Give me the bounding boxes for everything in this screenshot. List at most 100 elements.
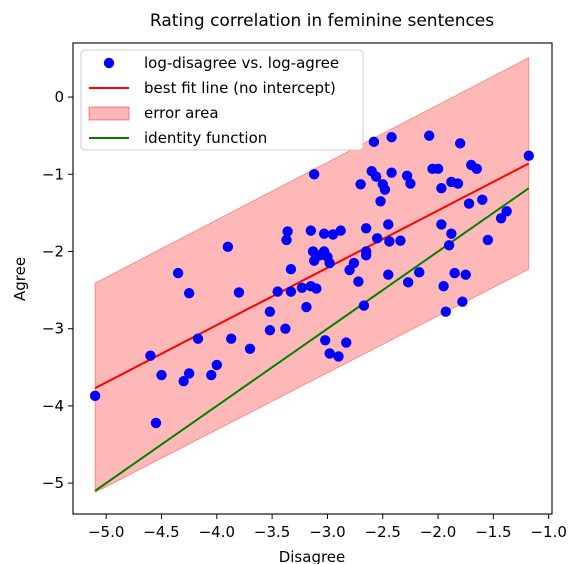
- x-tick-label: −5.0: [88, 523, 124, 541]
- scatter-point: [482, 234, 494, 246]
- y-tick-label: −2: [42, 242, 64, 260]
- scatter-point: [414, 267, 425, 278]
- legend-marker: [103, 57, 115, 69]
- scatter-point: [501, 206, 512, 217]
- scatter-point: [172, 267, 184, 279]
- x-tick-label: −2.0: [420, 523, 456, 541]
- x-tick-label: −1.5: [475, 523, 511, 541]
- y-tick-label: −4: [42, 397, 64, 415]
- scatter-point: [327, 229, 339, 240]
- y-tick-label: −1: [42, 165, 64, 183]
- scatter-point: [360, 246, 372, 257]
- scatter-point: [233, 287, 245, 298]
- x-tick-label: −4.0: [199, 523, 235, 541]
- scatter-point: [379, 184, 391, 195]
- scatter-point: [523, 150, 534, 161]
- scatter-point: [285, 286, 297, 297]
- scatter-point: [370, 171, 382, 182]
- scatter-point: [402, 277, 414, 288]
- scatter-point: [183, 368, 195, 379]
- scatter-point: [424, 130, 435, 141]
- scatter-point: [477, 194, 488, 205]
- scatter-point: [348, 257, 360, 269]
- x-tick-label: −3.0: [309, 523, 345, 541]
- scatter-point: [460, 269, 471, 280]
- scatter-point: [405, 178, 416, 189]
- scatter-point: [386, 167, 397, 178]
- scatter-point: [206, 369, 217, 381]
- y-axis-label: Agree: [11, 257, 29, 301]
- scatter-point: [443, 240, 455, 251]
- scatter-point: [463, 198, 475, 209]
- y-tick-label: −5: [42, 474, 64, 492]
- y-axis: 0 −1 −2 −3 −4 −5: [42, 88, 73, 492]
- x-tick-label: −1.0: [530, 523, 566, 541]
- scatter-point: [156, 369, 167, 381]
- x-tick-label: −2.5: [365, 523, 401, 541]
- scatter-point: [183, 287, 195, 299]
- x-tick-label: −3.5: [254, 523, 290, 541]
- scatter-point: [192, 333, 204, 344]
- scatter-point: [440, 306, 452, 317]
- legend-patch: [88, 106, 130, 121]
- scatter-point: [272, 286, 283, 297]
- scatter-point: [454, 138, 466, 149]
- scatter-point: [178, 375, 189, 387]
- scatter-point: [150, 417, 162, 429]
- scatter-point: [89, 390, 101, 402]
- scatter-point: [333, 351, 344, 362]
- best-fit-line: [94, 162, 530, 390]
- scatter-point: [285, 264, 297, 275]
- scatter-point: [324, 257, 335, 269]
- scatter-point: [386, 132, 397, 143]
- scatter-point: [311, 283, 322, 294]
- scatter-point: [395, 235, 406, 246]
- x-axis: −5.0 −4.5 −4.0 −3.5 −3.0 −2.5 −2.0 −1.5 −1.0: [88, 514, 567, 541]
- scatter-point: [446, 228, 457, 239]
- scatter-point: [449, 267, 460, 279]
- x-axis-label: Disagree: [279, 548, 346, 564]
- scatter-point: [471, 163, 482, 175]
- legend: log-disagree vs. log-agree best fit line …: [80, 49, 364, 151]
- scatter-point: [225, 333, 237, 344]
- legend-label: identity function: [144, 129, 267, 147]
- scatter-point: [383, 219, 394, 230]
- y-tick-label: 0: [54, 88, 64, 106]
- scatter-point: [324, 348, 335, 359]
- scatter-point: [296, 282, 308, 293]
- scatter-point: [308, 169, 320, 180]
- scatter-point: [353, 276, 364, 287]
- scatter-point: [372, 233, 383, 244]
- scatter-point: [305, 225, 317, 236]
- scatter-point: [318, 228, 330, 239]
- plot-area: [89, 56, 534, 494]
- scatter-point: [495, 213, 507, 224]
- legend-label: error area: [144, 104, 219, 122]
- y-tick-label: −3: [42, 320, 64, 338]
- legend-label: log-disagree vs. log-agree: [144, 54, 339, 72]
- scatter-point: [368, 136, 380, 148]
- scatter-point: [264, 325, 276, 336]
- scatter-point: [320, 335, 331, 346]
- scatter-point: [341, 337, 352, 348]
- legend-box: [80, 49, 364, 151]
- identity-function-line: [94, 187, 530, 492]
- scatter-point: [360, 223, 372, 234]
- scatter-point: [280, 323, 291, 334]
- scatter-point: [383, 269, 394, 280]
- plot-frame: [72, 42, 553, 515]
- scatter-point: [436, 219, 447, 230]
- scatter-point: [335, 225, 346, 236]
- legend-label: best fit line (no intercept): [144, 79, 336, 97]
- scatter-point: [145, 350, 156, 361]
- scatter-point: [436, 182, 447, 194]
- scatter-point: [452, 178, 464, 189]
- scatter-point: [281, 234, 292, 246]
- scatter-point: [375, 196, 386, 207]
- scatter-point: [264, 306, 276, 317]
- scatter-point: [222, 241, 234, 253]
- scatter-point: [244, 343, 256, 354]
- x-tick-label: −4.5: [143, 523, 179, 541]
- scatter-point: [438, 281, 449, 292]
